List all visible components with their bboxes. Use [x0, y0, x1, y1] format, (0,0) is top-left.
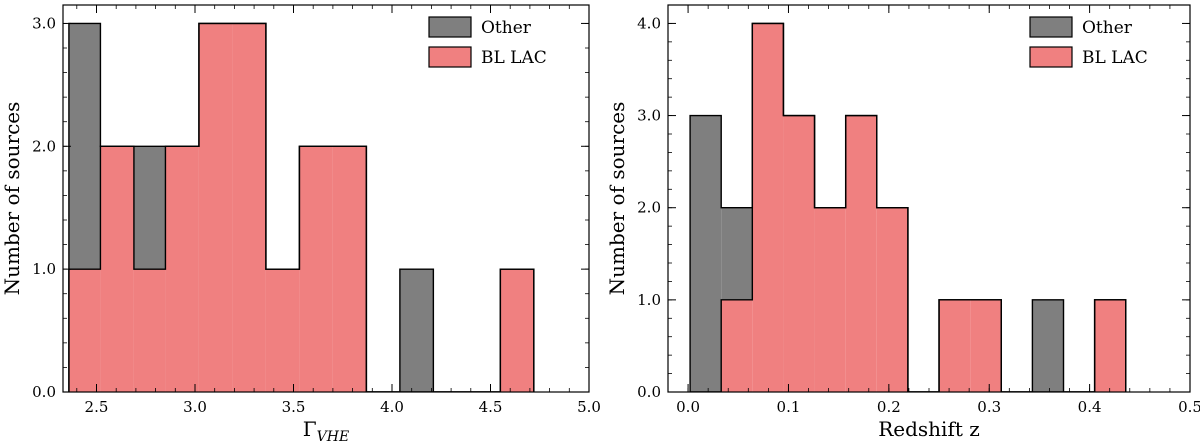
bar-other	[133, 146, 166, 270]
x-tick-label: 0.3	[977, 398, 1001, 416]
bar-bl-lac	[970, 299, 1002, 392]
bar-bl-lac	[332, 146, 367, 392]
legend-swatch-bl-lac	[428, 46, 472, 68]
x-tick-label: 0.2	[877, 398, 901, 416]
bar-bl-lac	[100, 146, 134, 392]
plot-area	[689, 22, 1127, 392]
x-tick-label: 0.1	[777, 398, 801, 416]
bar-bl-lac	[232, 23, 266, 392]
bar-bl-lac	[814, 207, 846, 392]
bar-bl-lac	[133, 269, 166, 392]
bar-bl-lac	[845, 115, 877, 392]
legend-label-bl-lac: BL LAC	[481, 48, 547, 68]
y-tick-label: 4.0	[637, 14, 661, 32]
y-tick-label: 1.0	[32, 260, 56, 278]
y-tick-label: 3.0	[32, 14, 56, 32]
y-tick-label: 0.0	[32, 383, 56, 401]
bar-bl-lac	[165, 146, 199, 392]
x-axis-label: ΓVHE	[303, 417, 349, 441]
chart-panel-2: 0.0 0.1 0.2 0.3 0.4 0.5 0.0 1.0 2.0 3.0 4.0 Redshif…	[605, 4, 1200, 441]
step-outline-other	[689, 22, 1127, 392]
bar-bl-lac	[876, 207, 908, 392]
bar-bl-lac	[783, 115, 815, 392]
x-axis-label-main: Redshift z	[878, 417, 980, 441]
bar-other	[399, 269, 434, 392]
x-tick-label: 4.0	[380, 398, 404, 416]
y-axis-label: Number of sources	[0, 102, 24, 296]
bar-bl-lac	[1094, 299, 1126, 392]
x-tick-label: 3.5	[282, 398, 306, 416]
x-tick-label: 0.4	[1078, 398, 1102, 416]
legend-swatch-bl-lac	[1029, 46, 1073, 68]
bar-other	[721, 207, 753, 300]
chart-panel-1: 2.5 3.0 3.5 4.0 4.5 5.0 0.0 1.0 2.0 3.0 ΓVHE Number…	[0, 4, 601, 445]
legend-swatch-other	[1029, 16, 1073, 38]
legend-swatch-other	[428, 16, 472, 38]
x-axis-label: Redshift z	[878, 417, 980, 441]
legend-label-other: Other	[1082, 18, 1133, 38]
bar-bl-lac	[198, 23, 233, 392]
bar-other	[68, 23, 101, 270]
x-tick-label: 5.0	[577, 398, 601, 416]
bar-bl-lac	[500, 269, 534, 392]
bar-bl-lac	[721, 299, 753, 392]
plot-area	[68, 22, 535, 392]
x-tick-label: 4.5	[479, 398, 503, 416]
y-axis-label: Number of sources	[605, 102, 629, 296]
legend-label-other: Other	[481, 18, 532, 38]
x-tick-label: 3.0	[183, 398, 207, 416]
legend-label-bl-lac: BL LAC	[1082, 48, 1148, 68]
x-axis-label-main: Γ	[303, 417, 317, 441]
x-tick-label: 0.0	[676, 398, 700, 416]
x-axis-label-subscript: VHE	[317, 429, 350, 441]
legend: Other BL LAC	[428, 16, 547, 68]
step-outline-other	[68, 22, 535, 392]
x-tick-label: 0.5	[1178, 398, 1200, 416]
y-tick-label: 2.0	[637, 199, 661, 217]
y-tick-label: 2.0	[32, 137, 56, 155]
y-tick-label: 0.0	[637, 383, 661, 401]
axes-frame	[62, 4, 590, 393]
x-tick-label: 2.5	[85, 398, 109, 416]
bar-bl-lac	[265, 269, 300, 392]
bar-other	[1032, 299, 1064, 392]
legend: Other BL LAC	[1029, 16, 1148, 68]
bar-bl-lac	[299, 146, 333, 392]
y-tick-label: 3.0	[637, 107, 661, 125]
bar-bl-lac	[752, 23, 784, 392]
bar-bl-lac	[939, 299, 971, 392]
bar-bl-lac	[68, 269, 101, 392]
y-tick-label: 1.0	[637, 291, 661, 309]
bar-other	[690, 115, 722, 392]
